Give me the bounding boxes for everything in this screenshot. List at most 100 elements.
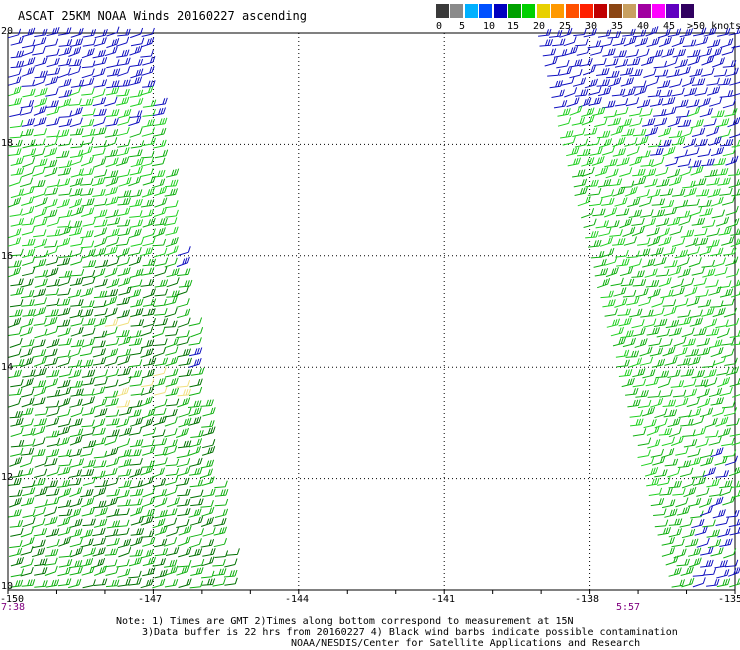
wind-barb: [142, 56, 156, 66]
wind-barb: [165, 179, 179, 188]
wind-barb: [725, 67, 739, 77]
wind-barb: [164, 439, 178, 449]
wind-barb: [637, 237, 651, 246]
wind-barb: [164, 307, 178, 318]
wind-barb: [45, 528, 60, 538]
wind-barb: [141, 127, 155, 137]
wind-barb: [667, 117, 681, 128]
wind-barb: [115, 156, 130, 167]
wind-barb: [615, 249, 629, 258]
wind-barb: [70, 547, 84, 558]
wind-barb: [604, 158, 618, 168]
wind-barb: [128, 359, 143, 368]
wind-barb: [176, 449, 191, 459]
wind-barb: [104, 246, 118, 256]
wind-barb: [117, 538, 132, 549]
wind-barb: [639, 356, 654, 366]
wind-barb: [177, 488, 191, 497]
wind-barb: [703, 118, 717, 127]
wind-barb: [105, 368, 119, 378]
wind-barb: [142, 308, 156, 317]
wind-barb: [649, 49, 664, 59]
wind-barb: [8, 369, 22, 379]
wind-barb: [575, 88, 589, 97]
wind-barb: [601, 145, 616, 156]
wind-barb: [116, 147, 130, 157]
wind-barb: [164, 486, 178, 497]
wind-barb: [154, 149, 169, 159]
wind-barb: [22, 509, 36, 518]
wind-barb: [140, 549, 154, 559]
wind-barb: [116, 418, 130, 428]
wind-barb: [725, 268, 740, 278]
wind-barb: [106, 537, 120, 547]
wind-barb: [677, 357, 691, 366]
wind-barb: [92, 49, 106, 59]
wind-barb: [151, 157, 166, 167]
wind-barb: [128, 256, 142, 267]
wind-barb: [694, 526, 708, 536]
wind-barb: [564, 45, 579, 56]
wind-barb: [9, 120, 24, 129]
wind-barb: [598, 138, 613, 148]
wind-barb: [584, 127, 598, 136]
wind-barb: [644, 466, 659, 477]
wind-barb: [129, 417, 144, 427]
wind-barb: [647, 288, 661, 299]
wind-barb: [165, 356, 179, 367]
wind-barb: [721, 400, 736, 409]
legend-label: 25: [559, 21, 572, 32]
wind-barb: [624, 137, 638, 147]
wind-barb: [94, 565, 107, 576]
wind-barb: [165, 368, 179, 378]
wind-barb: [675, 99, 689, 108]
wind-barb: [104, 318, 119, 327]
wind-barb: [152, 327, 166, 338]
wind-barb: [44, 378, 59, 389]
wind-barb: [712, 307, 726, 318]
wind-barb: [10, 439, 25, 448]
wind-barb: [44, 147, 58, 158]
wind-barb: [683, 87, 698, 97]
wind-barb: [663, 306, 677, 317]
wind-barb: [105, 397, 119, 407]
wind-barb: [572, 127, 586, 137]
wind-barbs: [7, 26, 740, 589]
wind-barb: [69, 277, 84, 286]
wind-barb: [58, 368, 73, 378]
wind-barb: [46, 48, 60, 57]
wind-barb: [118, 406, 133, 416]
wind-barb: [22, 27, 36, 38]
legend-swatch: [608, 4, 622, 18]
wind-barb: [176, 308, 191, 319]
wind-barb: [79, 528, 94, 539]
wind-barb: [164, 445, 178, 456]
wind-barb: [8, 86, 22, 97]
wind-barb: [679, 518, 693, 528]
wind-barb: [679, 166, 693, 177]
wind-barb: [213, 517, 227, 527]
wind-barb: [166, 268, 180, 278]
wind-barb: [70, 458, 85, 468]
wind-barb: [616, 258, 630, 267]
wind-barb: [68, 578, 82, 589]
wind-barb: [617, 308, 631, 316]
wind-barb: [9, 208, 23, 217]
wind-barb: [670, 435, 684, 447]
wind-barb: [176, 519, 190, 528]
wind-barb: [69, 309, 83, 319]
wind-barb: [154, 398, 168, 409]
wind-barb: [655, 268, 670, 277]
wind-barb: [676, 506, 691, 516]
wind-barb: [129, 347, 143, 356]
wind-barb: [212, 577, 226, 587]
wind-barb: [635, 288, 649, 298]
wind-barb: [92, 527, 106, 537]
wind-barb: [657, 477, 671, 486]
wind-barb: [676, 110, 690, 118]
wind-barb: [190, 558, 205, 568]
wind-barb: [675, 397, 689, 408]
wind-barb: [117, 28, 131, 37]
wind-barb: [629, 357, 643, 368]
wind-barb: [660, 289, 674, 299]
